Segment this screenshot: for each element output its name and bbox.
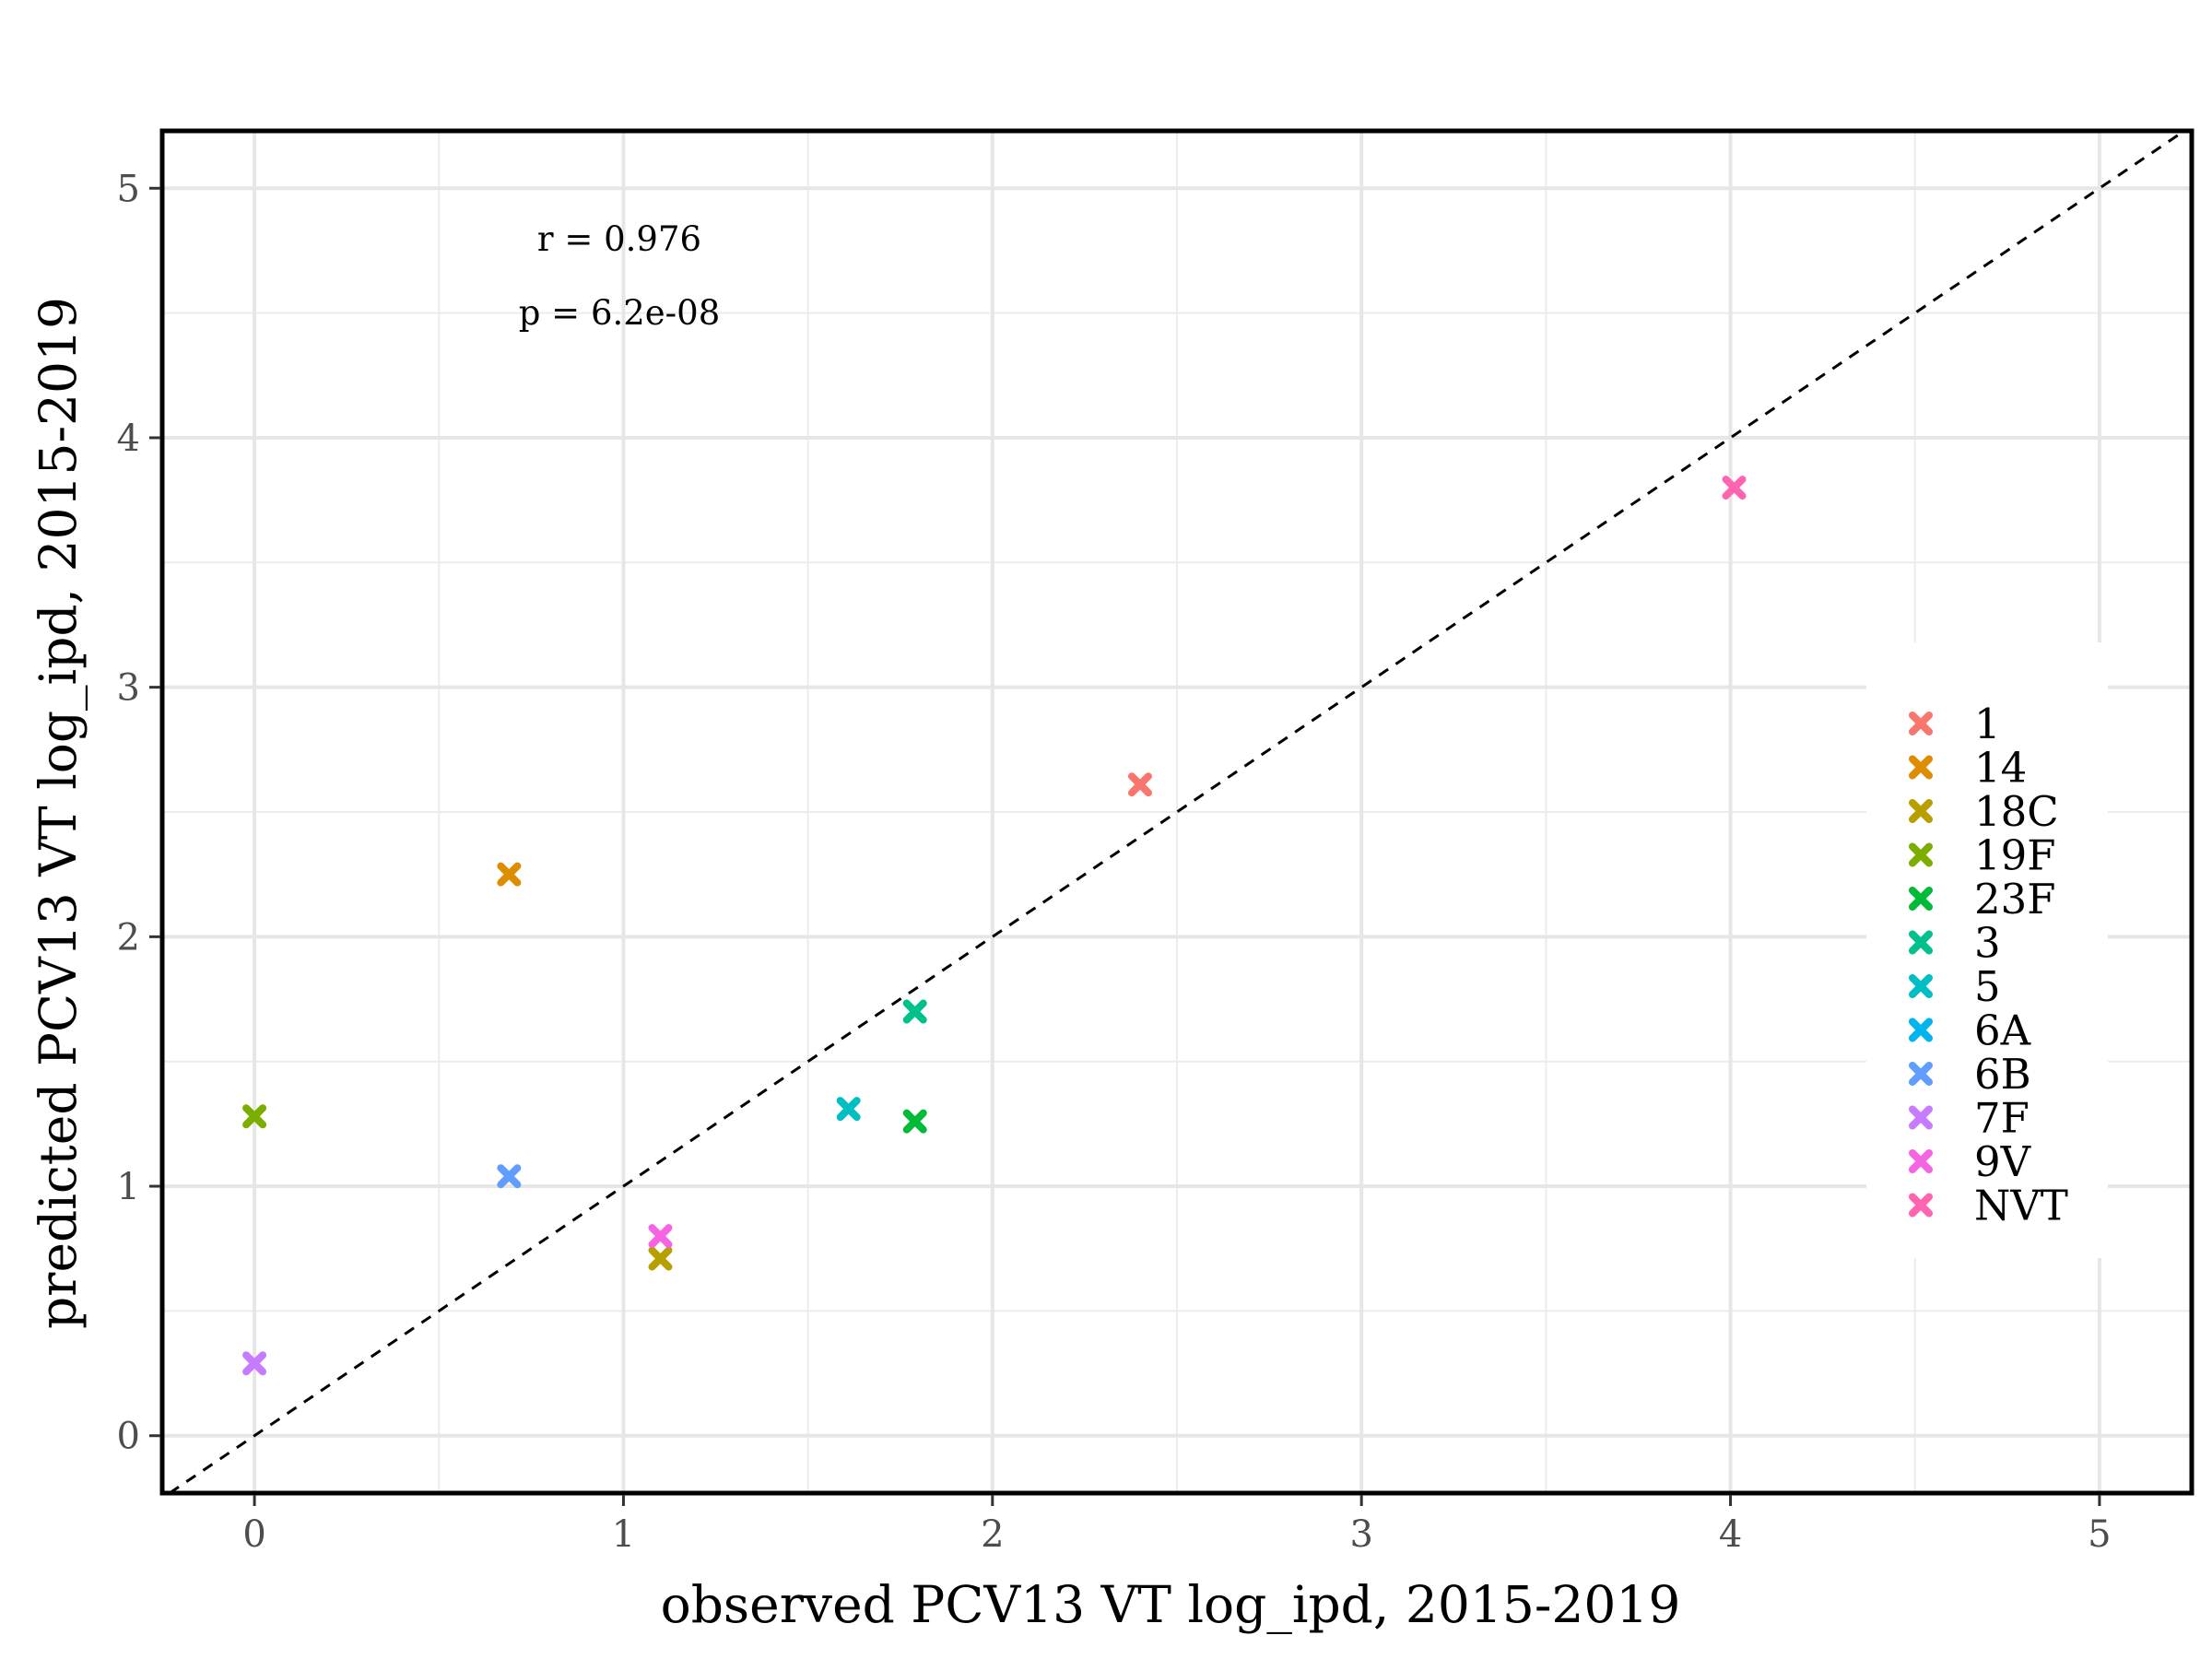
legend-key-7f <box>1909 1105 1933 1130</box>
legend-key-1 <box>1909 712 1933 735</box>
x-tick-label: 5 <box>2088 1513 2111 1556</box>
data-point-18c <box>648 1246 673 1271</box>
marker-stroke <box>1909 887 1933 911</box>
marker-stroke <box>242 1104 267 1129</box>
x-axis-ticks: 0 1 2 3 4 5 <box>242 1495 2112 1556</box>
x-tick-label: 0 <box>242 1513 265 1556</box>
data-point-14 <box>497 862 522 887</box>
major-gridlines <box>162 131 2192 1493</box>
legend-label-6a: 6A <box>1974 1006 2031 1055</box>
x-axis-title: observed PCV13 VT log_ipd, 2015-2019 <box>661 1575 1681 1634</box>
x-tick-label: 4 <box>1719 1513 1742 1556</box>
x-tick-label: 2 <box>981 1513 1004 1556</box>
data-point-6b <box>497 1164 522 1189</box>
legend-label-9v: 9V <box>1974 1137 2032 1186</box>
data-point-3 <box>902 999 927 1024</box>
y-tick-label: 4 <box>117 418 140 460</box>
marker-stroke <box>1909 930 1933 955</box>
y-tick-label: 5 <box>117 168 140 210</box>
minor-gridlines <box>162 131 2192 1493</box>
marker-stroke <box>1909 1105 1933 1130</box>
legend-label-nvt: NVT <box>1974 1182 2068 1230</box>
legend-key-nvt <box>1909 1193 1933 1218</box>
legend-label-3: 3 <box>1974 919 2001 968</box>
legend-background <box>1866 642 2108 1258</box>
marker-stroke <box>242 1351 267 1376</box>
marker-stroke <box>497 862 522 887</box>
legend-key-19f <box>1909 842 1933 867</box>
marker-stroke <box>1909 1062 1933 1086</box>
data-point-9v <box>648 1224 673 1249</box>
marker-stroke <box>1909 1018 1933 1042</box>
x-tick-label: 1 <box>612 1513 635 1556</box>
data-point-7f <box>242 1351 267 1376</box>
legend-label-23f: 23F <box>1974 875 2055 924</box>
legend-key-14 <box>1909 755 1933 780</box>
legend-label-19f: 19F <box>1974 831 2055 880</box>
marker-stroke <box>1722 476 1747 500</box>
marker-stroke <box>1909 1149 1933 1173</box>
p-value-annotation: p = 6.2e-08 <box>519 293 721 333</box>
data-points <box>242 476 1747 1376</box>
marker-stroke <box>648 1224 673 1249</box>
legend-label-18c: 18C <box>1974 787 2059 836</box>
marker-stroke <box>648 1246 673 1271</box>
legend-label-1: 1 <box>1974 700 2001 748</box>
plot-panel-border <box>159 128 2194 1496</box>
legend-key-6a <box>1909 1018 1933 1042</box>
legend-key-18c <box>1909 799 1933 823</box>
marker-stroke <box>1909 1193 1933 1218</box>
legend-label-14: 14 <box>1974 744 2027 793</box>
marker-stroke <box>1909 799 1933 823</box>
y-tick-label: 3 <box>117 667 140 710</box>
marker-stroke <box>1909 974 1933 998</box>
marker-stroke <box>497 1164 522 1189</box>
marker-stroke <box>1127 772 1152 797</box>
data-point-1 <box>1127 772 1152 797</box>
legend-label-7f: 7F <box>1974 1094 2030 1143</box>
correlation-annotation: r = 0.976 <box>537 219 701 259</box>
y-tick-label: 0 <box>117 1416 140 1458</box>
legend-key-9v <box>1909 1149 1933 1173</box>
data-point-19f <box>242 1104 267 1129</box>
marker-stroke <box>1909 712 1933 735</box>
legend-key-3 <box>1909 930 1933 955</box>
y-tick-label: 1 <box>117 1166 140 1208</box>
marker-stroke <box>1909 755 1933 780</box>
marker-stroke <box>902 1109 927 1134</box>
legend-label-6b: 6B <box>1974 1050 2031 1099</box>
y-axis-ticks: 0 1 2 3 4 5 <box>117 168 160 1458</box>
y-tick-label: 2 <box>117 916 140 959</box>
marker-stroke <box>836 1097 861 1122</box>
x-tick-label: 3 <box>1349 1513 1372 1556</box>
y-axis-title: predicted PCV13 VT log_ipd, 2015-2019 <box>29 297 88 1329</box>
legend-key-6b <box>1909 1062 1933 1086</box>
marker-stroke <box>1909 842 1933 867</box>
data-point-5 <box>836 1097 861 1122</box>
legend-label-5: 5 <box>1974 962 2001 1011</box>
legend-key-5 <box>1909 974 1933 998</box>
legend-key-23f <box>1909 887 1933 911</box>
data-point-23f <box>902 1109 927 1134</box>
marker-stroke <box>902 999 927 1024</box>
data-point-nvt <box>1722 476 1747 500</box>
